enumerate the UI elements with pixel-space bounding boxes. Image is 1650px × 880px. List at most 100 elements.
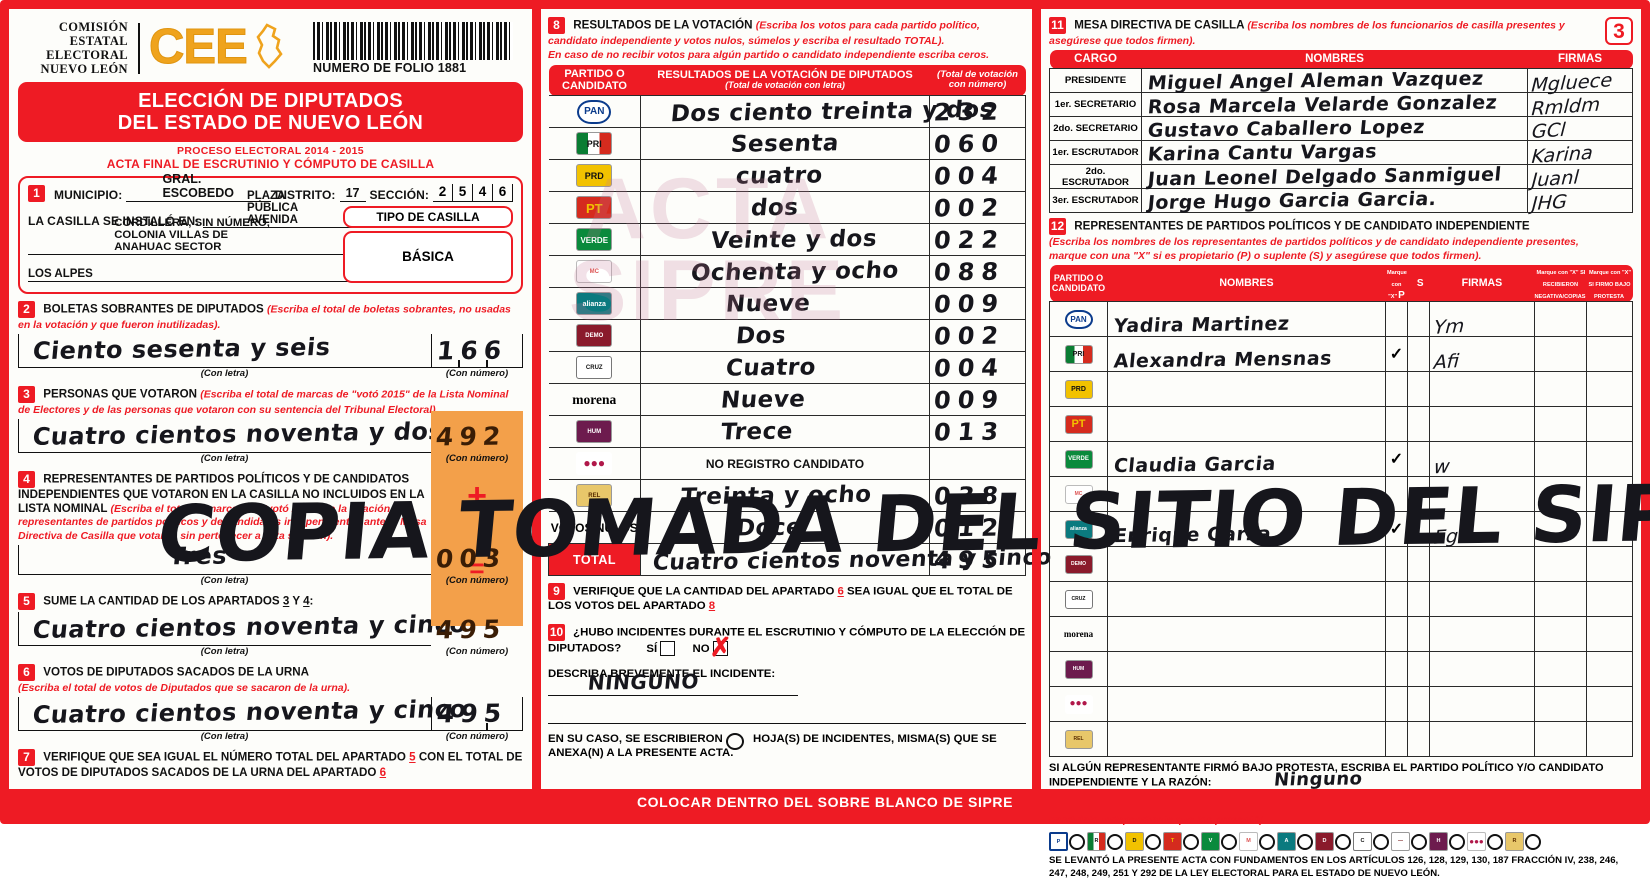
rep-extra2-cell[interactable] [1586, 721, 1633, 758]
rep-nombre-cell[interactable] [1107, 721, 1386, 758]
si-checkbox[interactable] [660, 641, 676, 657]
row-letter-cell[interactable]: Cuatro [640, 351, 930, 385]
nombre-cell[interactable]: Miguel Angel Aleman Vazquez [1141, 68, 1528, 94]
row-letter-cell[interactable]: Treinta y ocho [640, 479, 930, 513]
nombre-cell[interactable]: Gustavo Caballero Lopez [1141, 116, 1528, 142]
protest-cell-cruzada[interactable]: C [1353, 832, 1389, 852]
rep-p-cell[interactable] [1384, 546, 1408, 583]
section-3-letter-field[interactable]: Cuatro cientos noventa y dos [18, 417, 445, 453]
rep-nombre-cell[interactable] [1107, 616, 1386, 653]
row-number-cell[interactable]: 004 [929, 159, 1026, 193]
rep-nombre-cell[interactable]: Enrique Garza [1107, 511, 1386, 548]
rep-s-cell[interactable] [1406, 616, 1430, 653]
firma-cell[interactable]: GCl [1527, 116, 1633, 143]
rep-s-cell[interactable] [1406, 581, 1430, 618]
rep-p-cell[interactable] [1384, 301, 1408, 338]
protest-cell-pri[interactable]: R [1087, 832, 1123, 852]
protest-cell-humanista[interactable]: H [1429, 832, 1465, 852]
row-number-cell[interactable]: 004 [929, 351, 1026, 385]
rep-nombre-cell[interactable] [1107, 686, 1386, 723]
row-letter-cell[interactable]: Ochenta y ocho [640, 255, 930, 289]
rep-s-cell[interactable] [1406, 546, 1430, 583]
rep-extra1-cell[interactable] [1533, 581, 1588, 618]
protest-cell-pan[interactable]: P [1049, 832, 1085, 852]
row-letter-cell[interactable]: Nueve [640, 383, 930, 417]
protest-cell-verde[interactable]: V [1201, 832, 1237, 852]
firma-cell[interactable]: Rmldm [1527, 92, 1633, 120]
rep-extra2-cell[interactable] [1586, 686, 1633, 723]
rep-s-cell[interactable] [1406, 406, 1430, 443]
rep-firma-cell[interactable]: w [1428, 441, 1535, 479]
rep-extra1-cell[interactable] [1533, 651, 1588, 688]
rep-nombre-cell[interactable] [1107, 546, 1386, 583]
rep-extra1-cell[interactable] [1533, 301, 1588, 338]
row-letter-cell[interactable]: Veinte y dos [640, 223, 930, 257]
protest-cell-morena[interactable]: — [1391, 832, 1427, 852]
rep-s-cell[interactable] [1406, 476, 1430, 513]
rep-s-cell[interactable] [1406, 371, 1430, 408]
rep-nombre-cell[interactable] [1107, 581, 1386, 618]
nulos-number-cell[interactable]: 012 [929, 511, 1026, 545]
rep-extra1-cell[interactable] [1533, 476, 1588, 513]
rep-extra2-cell[interactable] [1586, 406, 1633, 443]
row-number-cell[interactable]: 088 [929, 255, 1026, 289]
nombre-cell[interactable]: Rosa Marcela Velarde Gonzalez [1141, 92, 1528, 119]
row-letter-cell[interactable]: Sesenta [640, 127, 930, 161]
nombre-cell[interactable]: Jorge Hugo Garcia Garcia. [1141, 188, 1528, 214]
rep-firma-cell[interactable]: Eg [1428, 511, 1535, 549]
rep-p-cell[interactable] [1384, 616, 1408, 653]
rep-extra1-cell[interactable] [1533, 511, 1588, 548]
rep-p-cell[interactable] [1384, 721, 1408, 758]
row-letter-cell[interactable]: dos [640, 191, 930, 225]
rep-nombre-cell[interactable]: Alexandra Mensnas [1107, 336, 1386, 373]
row-number-cell[interactable]: 002 [929, 319, 1026, 353]
rep-extra1-cell[interactable] [1533, 686, 1588, 723]
sheets-field[interactable] [725, 732, 750, 750]
section-4-letter-field[interactable]: Tres [18, 542, 431, 576]
rep-firma-cell[interactable]: Ym [1428, 301, 1535, 339]
rep-firma-cell[interactable] [1428, 546, 1535, 583]
firma-cell[interactable]: JHG [1527, 188, 1633, 215]
rep-s-cell[interactable] [1406, 651, 1430, 688]
row-number-cell[interactable]: 002 [929, 191, 1026, 225]
rep-extra2-cell[interactable] [1586, 476, 1633, 513]
rep-extra2-cell[interactable] [1586, 616, 1633, 653]
rep-s-cell[interactable] [1406, 336, 1430, 373]
address-field-2[interactable]: CORDILLERA, SIN NÚMERO, COLONIA VILLAS D… [28, 217, 373, 255]
row-number-cell[interactable] [929, 447, 1026, 481]
nombre-cell[interactable]: Karina Cantu Vargas [1141, 140, 1528, 166]
rep-p-cell[interactable] [1384, 371, 1408, 408]
rep-nombre-cell[interactable] [1107, 476, 1386, 513]
total-number-cell[interactable]: 495 [929, 543, 1026, 577]
row-number-cell[interactable]: 013 [929, 415, 1026, 449]
row-number-cell[interactable]: 009 [929, 383, 1026, 417]
row-letter-cell[interactable]: Dos ciento treinta y dos [640, 95, 995, 129]
rep-p-cell[interactable] [1384, 476, 1408, 513]
rep-s-cell[interactable] [1406, 721, 1430, 758]
row-letter-cell[interactable]: Dos [640, 319, 930, 353]
row-number-cell[interactable]: 060 [929, 127, 1026, 161]
rep-s-cell[interactable] [1406, 686, 1430, 723]
rep-extra2-cell[interactable] [1586, 581, 1633, 618]
rep-extra1-cell[interactable] [1533, 371, 1588, 408]
rep-extra1-cell[interactable] [1533, 441, 1588, 478]
section-5-letter-field[interactable]: Cuatro cientos noventa y cinco [18, 610, 468, 647]
rep-extra2-cell[interactable] [1586, 511, 1633, 548]
rep-nombre-cell[interactable]: Yadira Martinez [1107, 301, 1386, 338]
total-letter-cell[interactable]: Cuatro cientos noventa y cinco [640, 543, 1053, 577]
nulos-letter-cell[interactable]: Doce [640, 511, 930, 545]
describe-field[interactable]: NINGUNO [548, 670, 798, 696]
protest-cell-alianza[interactable]: A [1277, 832, 1313, 852]
nombre-cell[interactable]: Juan Leonel Delgado Sanmiguel [1141, 164, 1528, 191]
section-6-number-field[interactable]: 495 [431, 697, 523, 732]
rep-firma-cell[interactable] [1428, 616, 1535, 653]
firma-cell[interactable]: Juanl [1527, 164, 1633, 192]
row-letter-cell[interactable]: Nueve [640, 287, 930, 321]
rep-p-cell[interactable]: ✓ [1384, 511, 1408, 548]
protest-cell-encuentro[interactable]: ●●● [1467, 832, 1503, 852]
rep-firma-cell[interactable] [1428, 721, 1535, 758]
rep-firma-cell[interactable] [1428, 371, 1535, 408]
rep-extra2-cell[interactable] [1586, 371, 1633, 408]
row-number-cell[interactable]: 009 [929, 287, 1026, 321]
address-field-1[interactable]: PLAZA PÚBLICA AVENIDA [203, 190, 378, 228]
